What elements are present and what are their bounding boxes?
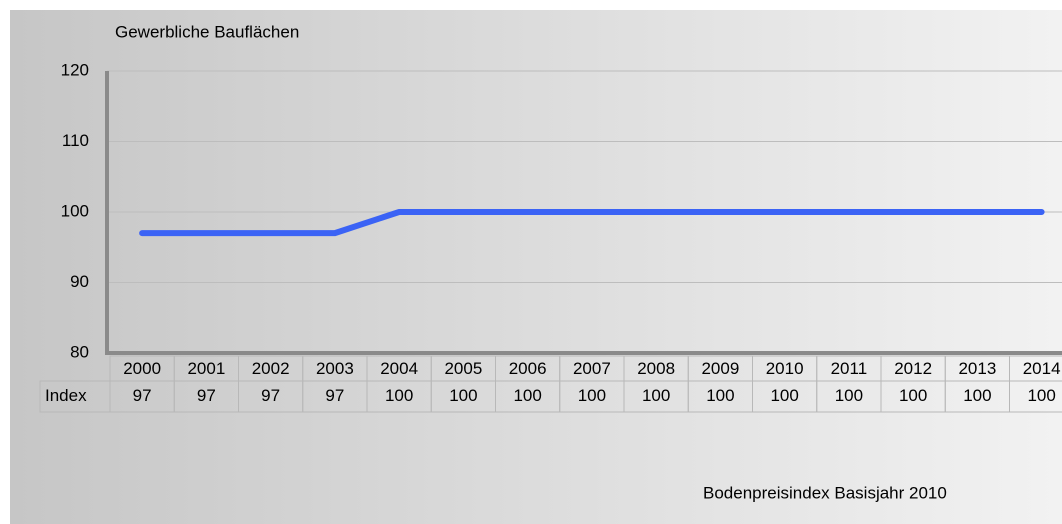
x-tick-label: 2002	[252, 359, 290, 378]
data-line	[139, 209, 1045, 237]
footnote: Bodenpreisindex Basisjahr 2010	[703, 483, 947, 502]
table-value: 97	[197, 386, 216, 405]
table-value: 100	[513, 386, 541, 405]
x-tick-label: 2007	[573, 359, 611, 378]
table-row-label: Index	[45, 386, 87, 405]
x-tick-label: 2010	[766, 359, 804, 378]
table-value: 100	[770, 386, 798, 405]
x-tick-label: 2008	[637, 359, 675, 378]
x-tick-label: 2004	[380, 359, 418, 378]
y-tick-label: 90	[70, 272, 89, 291]
table-value: 97	[325, 386, 344, 405]
x-tick-label: 2012	[894, 359, 932, 378]
chart-title: Gewerbliche Bauflächen	[115, 22, 299, 41]
table-value: 100	[899, 386, 927, 405]
table-value: 100	[642, 386, 670, 405]
y-tick-label: 80	[70, 342, 89, 361]
table-value: 97	[261, 386, 280, 405]
x-tick-label: 2005	[444, 359, 482, 378]
table-value: 100	[963, 386, 991, 405]
x-tick-label: 2013	[958, 359, 996, 378]
y-tick-label: 120	[61, 60, 89, 79]
table-cell	[1009, 380, 1062, 413]
y-tick-label: 110	[62, 131, 89, 150]
x-tick-label: 2009	[701, 359, 739, 378]
table-value: 97	[133, 386, 152, 405]
x-tick-label: 2001	[187, 359, 225, 378]
x-tick-label: 2006	[509, 359, 547, 378]
table-value: 100	[1027, 386, 1055, 405]
table-value: 100	[706, 386, 734, 405]
x-tick-label: 2003	[316, 359, 354, 378]
x-tick-label: 2000	[123, 359, 161, 378]
x-tick-label: 2014	[1023, 359, 1061, 378]
table-value: 100	[449, 386, 477, 405]
table-value: 100	[385, 386, 413, 405]
table-value: 100	[835, 386, 863, 405]
y-tick-label: 100	[61, 201, 89, 220]
table-value: 100	[578, 386, 606, 405]
x-tick-label: 2011	[831, 359, 868, 378]
background	[10, 10, 1062, 524]
